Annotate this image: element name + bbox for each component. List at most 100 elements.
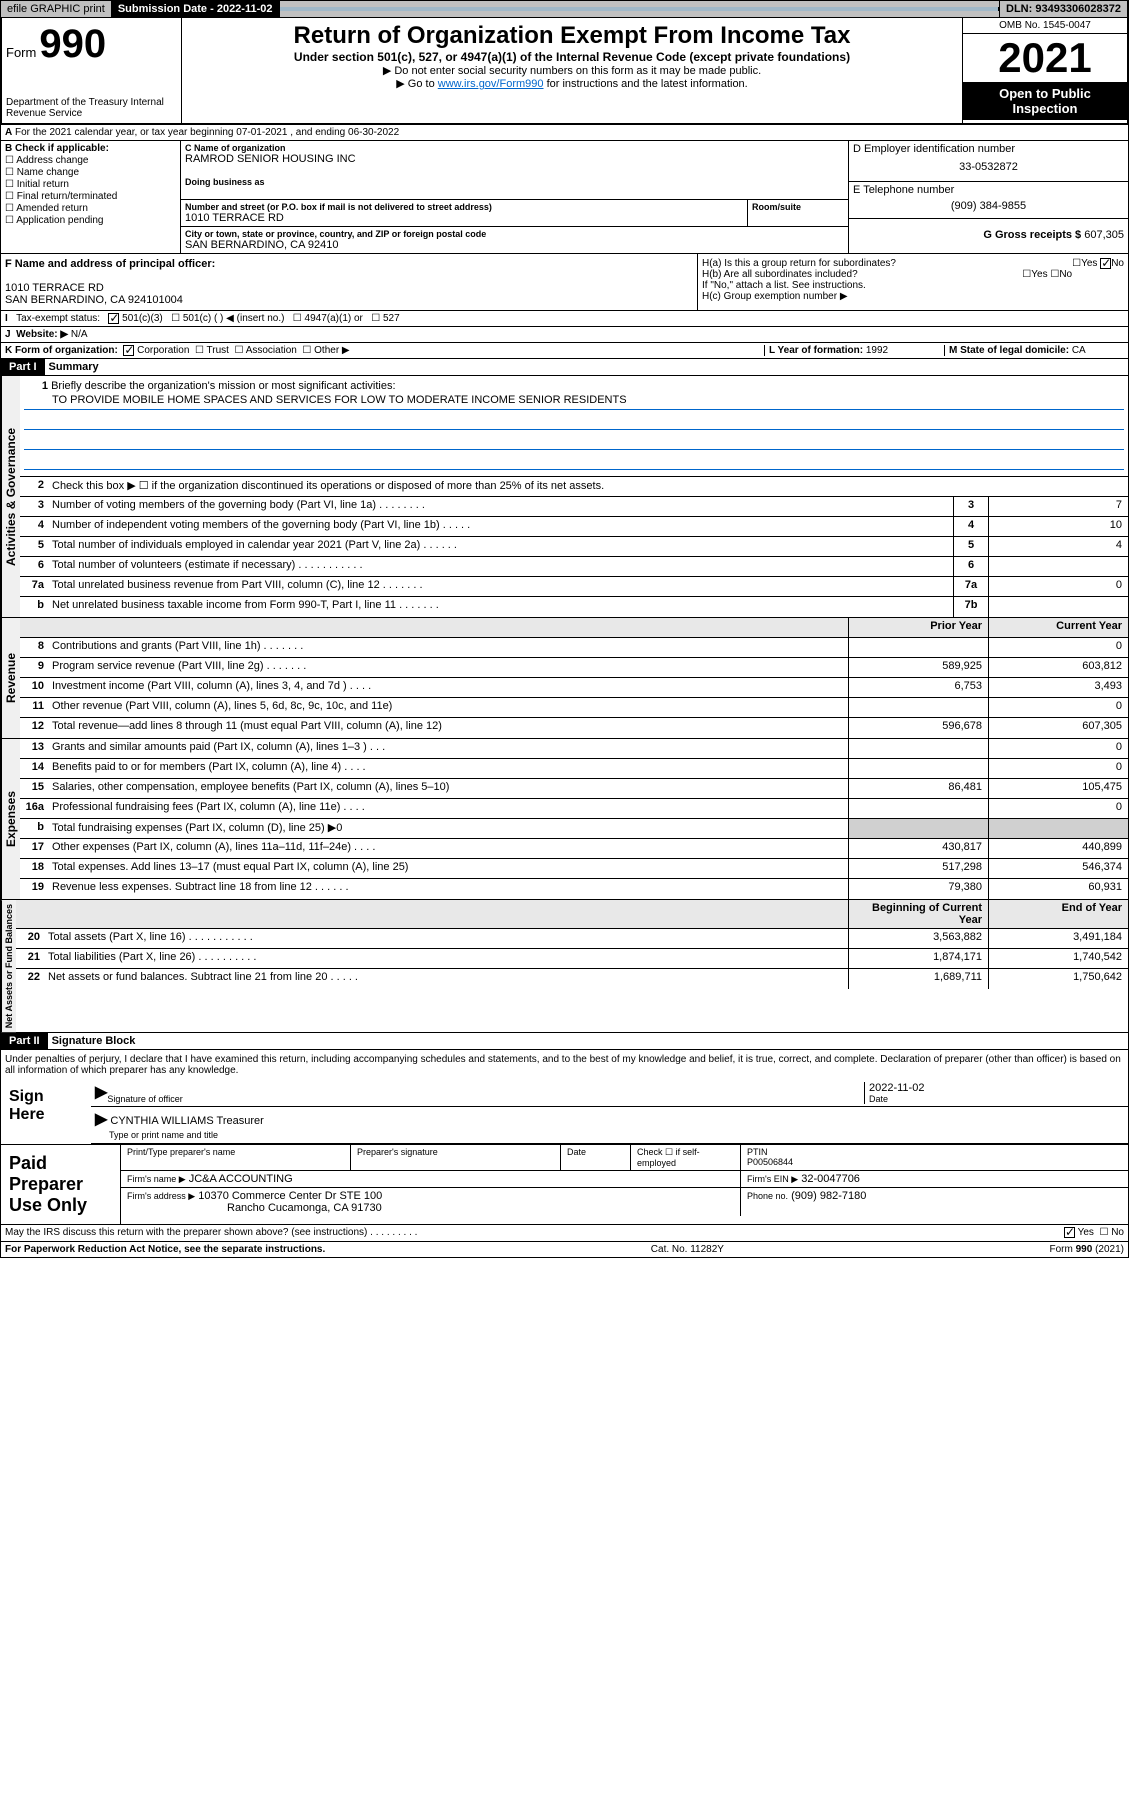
- l21-desc: Total liabilities (Part X, line 26) . . …: [44, 949, 848, 968]
- part1-header: Part I: [1, 359, 45, 375]
- l17-desc: Other expenses (Part IX, column (A), lin…: [48, 839, 848, 858]
- sig-arrow-icon: ▶: [95, 1082, 107, 1104]
- l10-desc: Investment income (Part VIII, column (A)…: [48, 678, 848, 697]
- l16a-curr: 0: [988, 799, 1128, 818]
- ein-value: 33-0532872: [853, 155, 1124, 179]
- paid-h1: Print/Type preparer's name: [121, 1145, 351, 1170]
- vert-rev: Revenue: [1, 618, 20, 738]
- l15-curr: 105,475: [988, 779, 1128, 798]
- room-label: Room/suite: [752, 202, 844, 212]
- year-cell: OMB No. 1545-0047 2021 Open to Public In…: [962, 18, 1127, 123]
- l12-prior: 596,678: [848, 718, 988, 738]
- l5-val: 4: [988, 537, 1128, 556]
- addr-row: Number and street (or P.O. box if mail i…: [181, 200, 848, 227]
- gov-section: Activities & Governance 1 Briefly descri…: [0, 376, 1129, 618]
- col-c: C Name of organization RAMROD SENIOR HOU…: [181, 141, 848, 253]
- org-info-block: B Check if applicable: ☐ Address change …: [0, 141, 1129, 254]
- sig-name-label: Type or print name and title: [109, 1130, 218, 1140]
- b-label: B Check if applicable:: [5, 143, 109, 154]
- part1-title: Summary: [45, 359, 103, 375]
- j-label: Website: ▶: [16, 329, 68, 340]
- sig-name: CYNTHIA WILLIAMS Treasurer: [110, 1115, 263, 1127]
- l19-desc: Revenue less expenses. Subtract line 18 …: [48, 879, 848, 899]
- form-word: Form: [6, 45, 36, 60]
- vert-exp: Expenses: [1, 739, 20, 899]
- dept-label: Department of the Treasury Internal Reve…: [6, 97, 177, 119]
- firm-addr2: Rancho Cucamonga, CA 91730: [227, 1202, 382, 1214]
- chk-name[interactable]: ☐ Name change: [5, 167, 176, 178]
- l8-curr: 0: [988, 638, 1128, 657]
- sig-date-label: Date: [869, 1094, 1124, 1104]
- hc-label: H(c) Group exemption number ▶: [702, 291, 1124, 302]
- k-corp-check[interactable]: [123, 345, 134, 356]
- chk-address[interactable]: ☐ Address change: [5, 155, 176, 166]
- hb-label: H(b) Are all subordinates included?: [702, 269, 858, 280]
- l9-desc: Program service revenue (Part VIII, line…: [48, 658, 848, 677]
- f-addr2: SAN BERNARDINO, CA 924101004: [5, 294, 693, 306]
- footer-mid: Cat. No. 11282Y: [651, 1244, 724, 1255]
- discuss-yes-check[interactable]: [1064, 1227, 1075, 1238]
- l19-curr: 60,931: [988, 879, 1128, 899]
- firm-ein: 32-0047706: [801, 1173, 860, 1185]
- ein-label: D Employer identification number: [853, 143, 1124, 155]
- chk-final[interactable]: ☐ Final return/terminated: [5, 191, 176, 202]
- f-addr1: 1010 TERRACE RD: [5, 282, 693, 294]
- chk-amended[interactable]: ☐ Amended return: [5, 203, 176, 214]
- l10-curr: 3,493: [988, 678, 1128, 697]
- chk-pending[interactable]: ☐ Application pending: [5, 215, 176, 226]
- l18-curr: 546,374: [988, 859, 1128, 878]
- net-section: Net Assets or Fund Balances Beginning of…: [0, 900, 1129, 1033]
- ha-row: H(a) Is this a group return for subordin…: [702, 258, 1124, 269]
- l22-end: 1,750,642: [988, 969, 1128, 989]
- ha-no-check[interactable]: [1100, 258, 1111, 269]
- footer-left: For Paperwork Reduction Act Notice, see …: [5, 1244, 325, 1255]
- dln: DLN: 93493306028372: [999, 1, 1128, 17]
- sig-date: 2022-11-02: [869, 1082, 1124, 1094]
- open-inspection: Open to Public Inspection: [963, 82, 1127, 120]
- city-row: City or town, state or province, country…: [181, 227, 848, 253]
- l11-desc: Other revenue (Part VIII, column (A), li…: [48, 698, 848, 717]
- gross-value: 607,305: [1084, 229, 1124, 241]
- paid-h4[interactable]: Check ☐ if self-employed: [631, 1145, 741, 1170]
- form-number: 990: [39, 22, 106, 66]
- phone-label: E Telephone number: [853, 184, 1124, 196]
- topbar-spacer: [280, 7, 1000, 11]
- note2-pre: ▶ Go to: [396, 78, 437, 90]
- i-501c3-check[interactable]: [108, 313, 119, 324]
- col-f: F Name and address of principal officer:…: [1, 254, 698, 310]
- discuss-row: May the IRS discuss this return with the…: [0, 1225, 1129, 1241]
- paid-h3: Date: [561, 1145, 631, 1170]
- l5-desc: Total number of individuals employed in …: [48, 537, 953, 556]
- submission-date: Submission Date - 2022-11-02: [112, 1, 280, 17]
- l18-prior: 517,298: [848, 859, 988, 878]
- org-name-label: C Name of organization: [185, 143, 844, 153]
- phone-value: (909) 384-9855: [853, 196, 1124, 216]
- col-b: B Check if applicable: ☐ Address change …: [1, 141, 181, 253]
- s2-text: Check this box ▶ ☐ if the organization d…: [48, 477, 1128, 496]
- form-title: Return of Organization Exempt From Incom…: [186, 22, 958, 50]
- line-j: J Website: ▶ N/A: [0, 327, 1129, 343]
- chk-initial[interactable]: ☐ Initial return: [5, 179, 176, 190]
- l4-desc: Number of independent voting members of …: [48, 517, 953, 536]
- ha-label: H(a) Is this a group return for subordin…: [702, 258, 896, 269]
- l11-curr: 0: [988, 698, 1128, 717]
- addr-label: Number and street (or P.O. box if mail i…: [185, 202, 743, 212]
- l4-val: 10: [988, 517, 1128, 536]
- sig-arrow2-icon: ▶: [95, 1111, 107, 1128]
- efile-label[interactable]: efile GRAPHIC print: [1, 1, 112, 17]
- form-note2: ▶ Go to www.irs.gov/Form990 for instruct…: [186, 77, 958, 90]
- i-label: Tax-exempt status:: [16, 313, 100, 324]
- sign-here-label: Sign Here: [1, 1080, 91, 1144]
- l8-desc: Contributions and grants (Part VIII, lin…: [48, 638, 848, 657]
- ptin-label: PTIN: [747, 1147, 768, 1157]
- l22-begin: 1,689,711: [848, 969, 988, 989]
- rev-section: Revenue Prior YearCurrent Year 8Contribu…: [0, 618, 1129, 739]
- ein-row: D Employer identification number 33-0532…: [849, 141, 1128, 182]
- l7b-val: [988, 597, 1128, 617]
- dba-label: Doing business as: [185, 177, 844, 187]
- vert-gov: Activities & Governance: [1, 376, 20, 617]
- l20-begin: 3,563,882: [848, 929, 988, 948]
- l12-curr: 607,305: [988, 718, 1128, 738]
- irs-link[interactable]: www.irs.gov/Form990: [438, 78, 544, 90]
- form-id-cell: Form 990 Department of the Treasury Inte…: [2, 18, 182, 123]
